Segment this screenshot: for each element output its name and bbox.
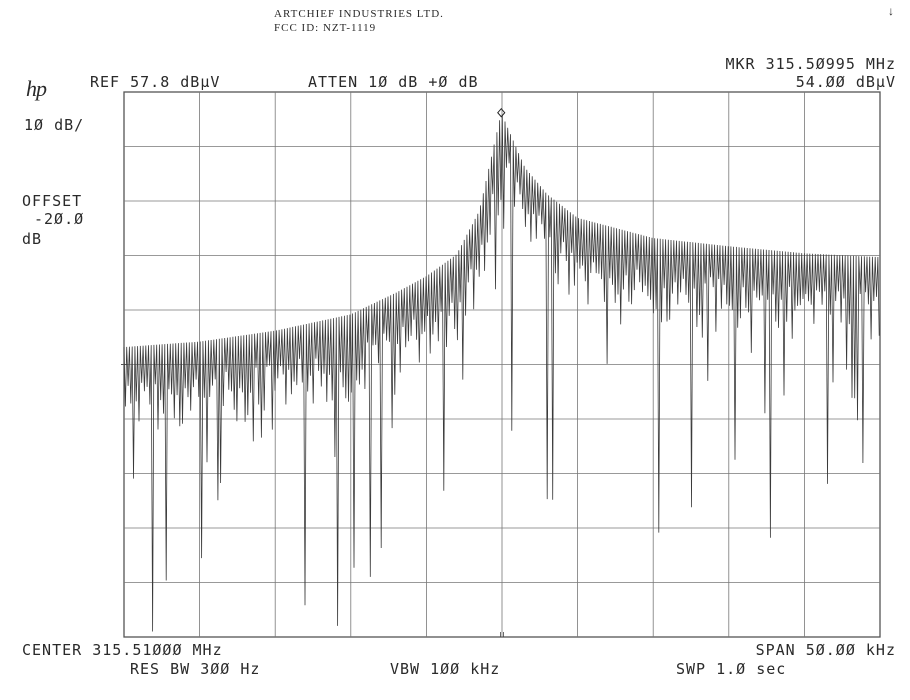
video-bandwidth-label: VBW 1ØØ kHz	[390, 660, 501, 678]
spectrum-trace	[123, 115, 880, 632]
marker-layer	[497, 107, 506, 118]
resolution-bandwidth-label: RES BW 3ØØ Hz	[130, 660, 261, 678]
offset-unit: dB	[22, 230, 43, 248]
offset-value: -2Ø.Ø	[34, 210, 85, 228]
header-fcc-id: FCC ID: NZT-1119	[274, 22, 377, 34]
header-corner-mark: ↓	[888, 4, 895, 18]
marker-level-readout: 54.ØØ dBµV	[795, 73, 896, 91]
header-company: ARTCHIEF INDUSTRIES LTD.	[274, 8, 444, 20]
marker-frequency-readout: MKR 315.5Ø995 MHz	[725, 55, 896, 73]
ref-level-label: REF 57.8 dBµV	[90, 73, 221, 91]
trace-layer	[123, 115, 880, 632]
marker-diamond	[497, 107, 506, 118]
scale-label: 1Ø dB/	[24, 116, 85, 134]
span-label: SPAN 5Ø.ØØ kHz	[755, 641, 896, 659]
center-frequency-label: CENTER 315.51ØØØ MHz	[22, 641, 223, 659]
hp-logo: hp	[26, 76, 47, 101]
sweep-time-label: SWP 1.Ø sec	[676, 660, 787, 678]
attenuation-label: ATTEN 1Ø dB +Ø dB	[308, 73, 479, 91]
offset-label: OFFSET	[22, 192, 83, 210]
